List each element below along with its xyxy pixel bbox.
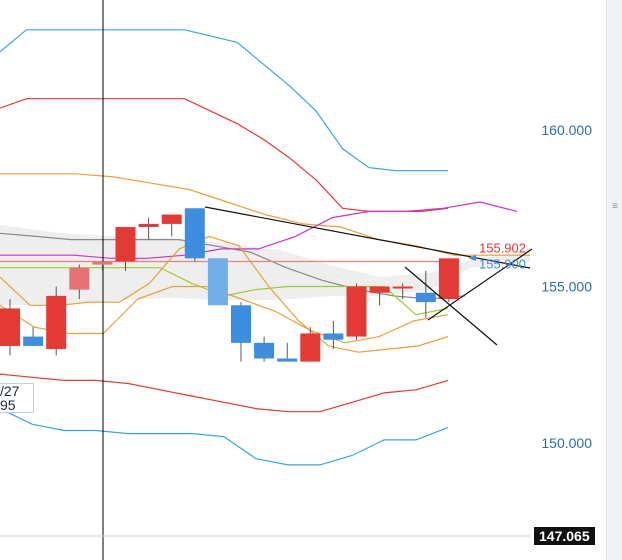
candle-body[interactable] (161, 214, 182, 224)
candle-body[interactable] (277, 358, 298, 362)
candle-body[interactable] (92, 261, 113, 265)
candle-body[interactable] (438, 258, 459, 300)
indicator-line (0, 201, 518, 259)
candle-body[interactable] (346, 286, 367, 337)
candle-body[interactable] (300, 333, 321, 362)
indicator-line (0, 408, 449, 466)
price-scale-strip[interactable]: ≡ (606, 0, 622, 560)
indicator-line (0, 98, 449, 212)
candle-body[interactable] (184, 208, 205, 259)
candle-body[interactable] (415, 292, 436, 303)
candle-body[interactable] (46, 295, 67, 350)
candle-body[interactable] (23, 336, 44, 346)
y-tick-label: 160.000 (541, 122, 592, 138)
grip-handle-icon[interactable]: ≡ (612, 201, 618, 212)
crosshair-price-label: 147.065 (534, 527, 595, 545)
price-label: 155.900 (479, 256, 526, 271)
candle-body[interactable] (0, 308, 20, 346)
indicator-line (0, 173, 530, 256)
crosshair-date-line1: /27 (0, 383, 20, 399)
indicator-line (0, 235, 449, 353)
candle-body[interactable] (254, 342, 275, 359)
y-tick-label: 150.000 (541, 435, 592, 451)
price-label: 155.902 (479, 240, 526, 255)
candle-body[interactable] (115, 227, 136, 262)
candle-body[interactable] (231, 305, 251, 343)
candle-body[interactable] (392, 286, 413, 289)
candle-body[interactable] (323, 333, 344, 340)
crosshair-date-box: /27 95 (0, 383, 34, 413)
candle-body[interactable] (207, 258, 228, 306)
last-price-marker (468, 255, 476, 261)
candle-body[interactable] (369, 286, 390, 293)
crosshair-date-line2: 95 (0, 397, 16, 413)
candle-body[interactable] (69, 267, 90, 290)
indicator-line (0, 373, 449, 413)
candle-body[interactable] (138, 223, 159, 228)
indicator-line (0, 29, 448, 172)
y-tick-label: 155.000 (541, 279, 592, 295)
